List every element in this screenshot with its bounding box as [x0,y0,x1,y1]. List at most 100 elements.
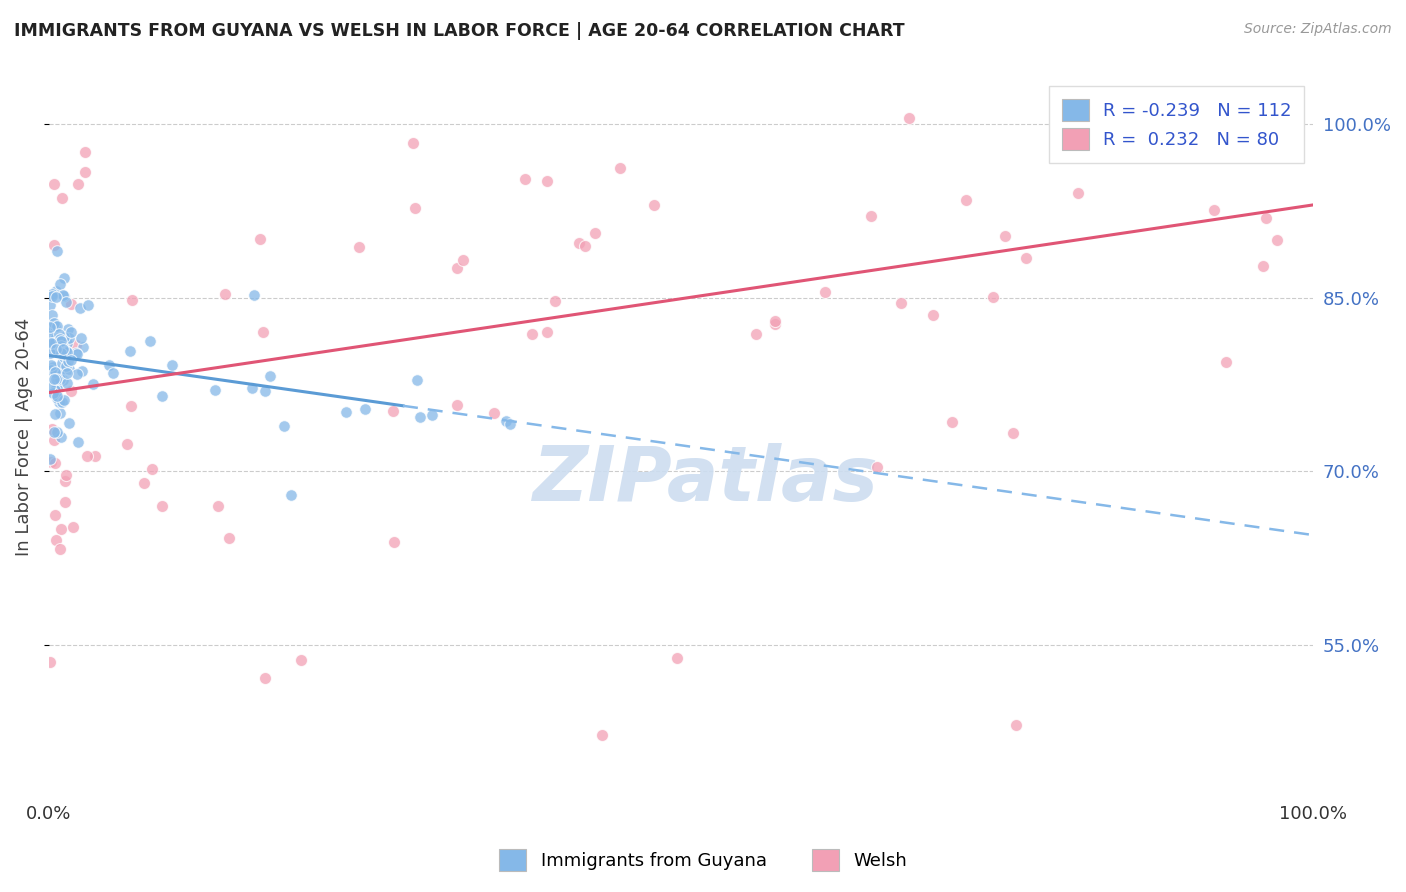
Point [253,384,276,398]
Point [1256,211,1278,226]
Point [77,297,100,311]
Point [44,508,66,523]
Point [69,330,91,344]
Text: IMMIGRANTS FROM GUYANA VS WELSH IN LABOR FORCE | AGE 20-64 CORRELATION CHART: IMMIGRANTS FROM GUYANA VS WELSH IN LABOR… [14,22,904,40]
Point [45,379,67,393]
Point [139,334,162,349]
Point [56,376,79,390]
Point [48,542,70,557]
Point [382,535,405,549]
Point [83,449,105,463]
Point [56,366,79,380]
Point [49,332,72,346]
Point [72,340,94,354]
Point [120,344,142,359]
Point [53,474,76,488]
Point [446,261,468,276]
Point [41,336,63,351]
Point [42,359,65,374]
Point [1066,186,1088,200]
Point [46,244,69,259]
Point [402,136,425,150]
Point [150,500,173,514]
Point [52,289,75,303]
Point [522,327,544,342]
Text: Source: ZipAtlas.com: Source: ZipAtlas.com [1244,22,1392,37]
Point [568,235,591,250]
Point [115,437,138,451]
Point [56,345,79,359]
Point [141,462,163,476]
Point [49,371,72,385]
Point [45,284,67,298]
Point [290,653,312,667]
Point [44,318,66,333]
Point [898,111,921,125]
Point [44,177,66,191]
Point [406,373,429,387]
Point [41,287,63,301]
Point [55,344,77,359]
Point [52,343,75,357]
Point [58,362,80,376]
Point [59,325,82,339]
Point [65,338,87,352]
Point [70,364,93,378]
Point [451,252,474,267]
Point [859,209,882,223]
Point [866,460,889,475]
Point [39,298,62,312]
Point [66,367,89,381]
Point [152,389,174,403]
Point [51,334,73,348]
Point [1202,203,1225,218]
Point [49,406,72,420]
Point [121,293,143,308]
Point [335,404,357,418]
Point [41,289,63,303]
Point [44,433,66,447]
Point [39,320,62,334]
Point [207,499,229,513]
Point [41,422,63,436]
Point [65,346,87,360]
Point [544,293,567,308]
Point [59,352,82,367]
Point [134,476,156,491]
Point [1215,354,1237,368]
Point [97,358,120,372]
Point [814,285,837,300]
Point [347,240,370,254]
Point [51,356,73,370]
Point [643,198,665,212]
Point [46,367,69,381]
Point [46,380,69,394]
Point [249,232,271,246]
Point [103,366,125,380]
Point [49,430,72,444]
Point [55,359,77,373]
Point [52,373,75,387]
Point [53,330,76,344]
Point [941,415,963,429]
Point [983,290,1005,304]
Point [39,455,62,469]
Point [1001,425,1024,440]
Point [745,327,768,342]
Point [76,449,98,463]
Point [214,287,236,301]
Point [58,346,80,360]
Point [955,193,977,207]
Point [41,308,63,322]
Point [499,417,522,432]
Point [75,145,97,159]
Point [46,390,69,404]
Point [39,656,62,670]
Point [204,383,226,397]
Point [252,325,274,339]
Point [51,394,73,409]
Point [52,340,75,354]
Point [49,339,72,353]
Text: ZIPatlas: ZIPatlas [533,442,879,516]
Point [42,385,65,400]
